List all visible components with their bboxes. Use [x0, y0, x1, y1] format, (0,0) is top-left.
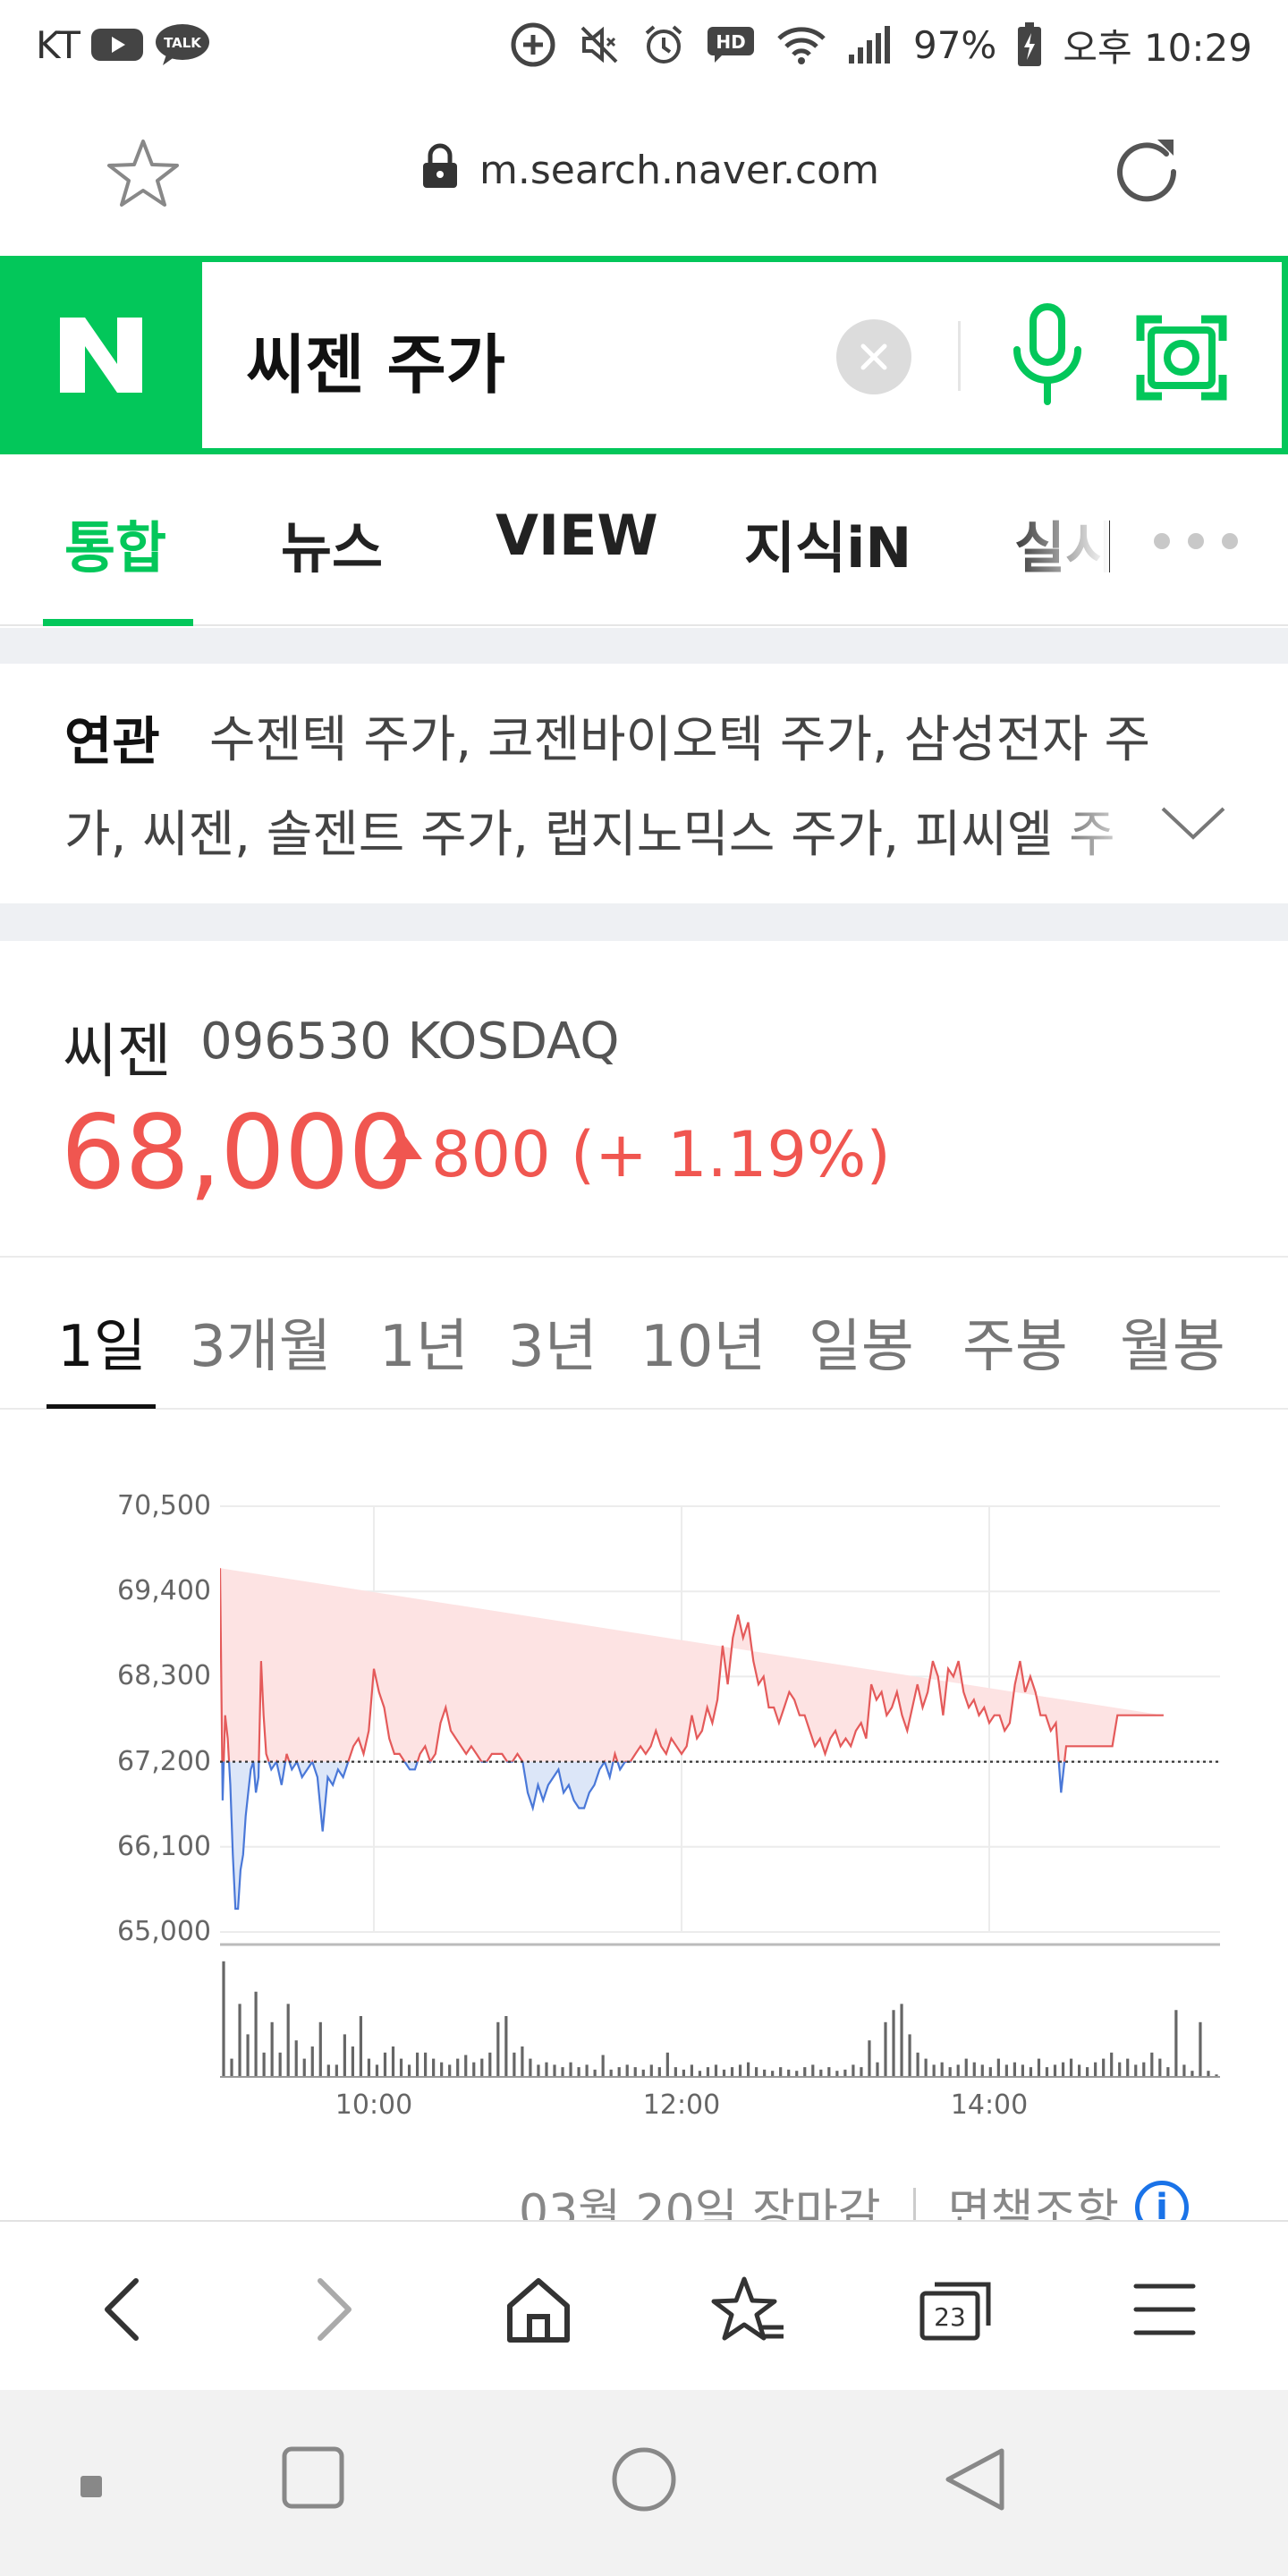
browser-toolbar: 23 — [0, 2220, 1288, 2390]
hd-voice-icon: HD — [706, 25, 756, 64]
section-separator — [0, 903, 1288, 941]
lock-icon — [420, 141, 460, 199]
svg-text:HD: HD — [716, 31, 745, 53]
svg-text:TALK: TALK — [164, 35, 202, 51]
mute-icon — [577, 22, 622, 67]
period-daily[interactable]: 일봉 — [809, 1314, 914, 1380]
battery-percent: 97% — [912, 22, 997, 67]
stock-name: 씨젠 — [63, 1017, 172, 1086]
price-area-up — [220, 1568, 1164, 1762]
active-tab-indicator — [43, 619, 193, 626]
clear-search-button[interactable] — [836, 319, 911, 394]
y-tick-label: 65,000 — [117, 1916, 211, 1947]
status-bar: KT TALK HD 97% 오후 10:29 — [0, 0, 1288, 89]
bookmarks-icon[interactable] — [703, 2265, 792, 2354]
y-tick-label: 67,200 — [117, 1745, 211, 1777]
price-change: 800 (+ 1.19%) — [431, 1118, 891, 1191]
related-label: 연관 — [64, 711, 160, 772]
related-keywords-line1[interactable]: 수젠텍 주가, 코젠바이오텍 주가, 삼성전자 주 — [209, 711, 1150, 769]
url-field[interactable]: m.search.naver.com — [420, 141, 879, 199]
search-divider — [958, 321, 961, 391]
voice-search-icon[interactable] — [1006, 303, 1089, 411]
overview-icon[interactable] — [281, 2445, 345, 2510]
related-fade — [1038, 789, 1145, 860]
x-tick-label: 14:00 — [950, 2089, 1029, 2121]
chevron-down-icon[interactable] — [1159, 803, 1227, 846]
period-1year[interactable]: 1년 — [379, 1314, 469, 1380]
back-triangle-icon[interactable] — [943, 2445, 1007, 2513]
price-up-icon — [383, 1132, 422, 1159]
browser-url-bar: m.search.naver.com — [0, 89, 1288, 256]
x-tick-label: 10:00 — [335, 2089, 413, 2121]
section-separator — [0, 628, 1288, 664]
y-tick-label: 68,300 — [117, 1660, 211, 1692]
tab-view[interactable]: VIEW — [496, 503, 658, 568]
period-monthly[interactable]: 월봉 — [1120, 1314, 1225, 1380]
price-volume-chart — [220, 1505, 1220, 2078]
more-tabs-icon[interactable] — [1154, 533, 1238, 549]
tab-fade — [1002, 490, 1109, 589]
signal-icon — [847, 24, 894, 65]
search-tabs: 통합 뉴스 VIEW 지식iN 실시 — [0, 454, 1288, 626]
stock-price: 68,000 — [61, 1093, 413, 1212]
youtube-icon — [90, 27, 143, 63]
period-10year[interactable]: 10년 — [640, 1314, 767, 1380]
period-1day[interactable]: 1일 — [57, 1314, 147, 1380]
reload-icon[interactable] — [1109, 134, 1184, 213]
tab-integrated[interactable]: 통합 — [64, 515, 167, 580]
home-circle-icon[interactable] — [610, 2445, 678, 2513]
alarm-icon — [641, 22, 686, 67]
back-icon[interactable] — [79, 2265, 168, 2354]
y-tick-label: 70,500 — [117, 1490, 211, 1521]
data-saver-icon — [509, 21, 557, 69]
carrier-label: KT — [36, 22, 80, 67]
system-nav-bar — [0, 2390, 1288, 2576]
active-period-indicator — [47, 1404, 156, 1409]
recents-dot-icon[interactable] — [79, 2474, 104, 2499]
price-line-down — [221, 1761, 1066, 1911]
menu-icon[interactable] — [1120, 2265, 1209, 2354]
tab-knowledge-in[interactable]: 지식iN — [744, 515, 912, 580]
y-tick-label: 66,100 — [117, 1830, 211, 1862]
footnote-divider — [912, 2187, 916, 2227]
y-tick-label: 69,400 — [117, 1575, 211, 1607]
x-tick-label: 12:00 — [642, 2089, 721, 2121]
period-3year[interactable]: 3년 — [508, 1314, 597, 1380]
price-line-up — [220, 1568, 1164, 1762]
period-weekly[interactable]: 주봉 — [962, 1314, 1068, 1380]
image-search-icon[interactable] — [1135, 314, 1228, 405]
search-input[interactable]: 씨젠 주가 — [246, 327, 506, 402]
battery-charging-icon — [1016, 22, 1043, 67]
stock-chart: 70,500 69,400 68,300 67,200 66,100 65,000 10:0… — [0, 1410, 1288, 2170]
stock-code: 096530 KOSDAQ — [200, 1013, 620, 1071]
naver-logo[interactable] — [0, 256, 202, 454]
wifi-icon — [775, 24, 827, 65]
related-keywords-line2[interactable]: 가, 씨젠, 솔젠트 주가, 랩지노믹스 주가, 피씨엘 주 — [64, 806, 1115, 864]
forward-icon[interactable] — [288, 2265, 377, 2354]
tab-news[interactable]: 뉴스 — [281, 515, 384, 580]
clock: 오후 10:29 — [1063, 25, 1252, 70]
period-3month[interactable]: 3개월 — [190, 1314, 332, 1380]
tabs-icon[interactable]: 23 — [911, 2265, 1000, 2354]
chart-period-tabs: 1일 3개월 1년 3년 10년 일봉 주봉 월봉 — [0, 1258, 1288, 1410]
bookmark-star-icon[interactable] — [106, 136, 181, 215]
search-box: 씨젠 주가 — [0, 256, 1288, 454]
stock-summary: 씨젠 096530 KOSDAQ 68,000 800 (+ 1.19%) — [0, 941, 1288, 1258]
home-icon[interactable] — [494, 2265, 583, 2354]
kakaotalk-icon: TALK — [154, 22, 211, 67]
url-text: m.search.naver.com — [479, 148, 879, 193]
svg-text:23: 23 — [934, 2302, 966, 2332]
related-searches: 연관 수젠텍 주가, 코젠바이오텍 주가, 삼성전자 주 가, 씨젠, 솔젠트 … — [0, 664, 1288, 903]
